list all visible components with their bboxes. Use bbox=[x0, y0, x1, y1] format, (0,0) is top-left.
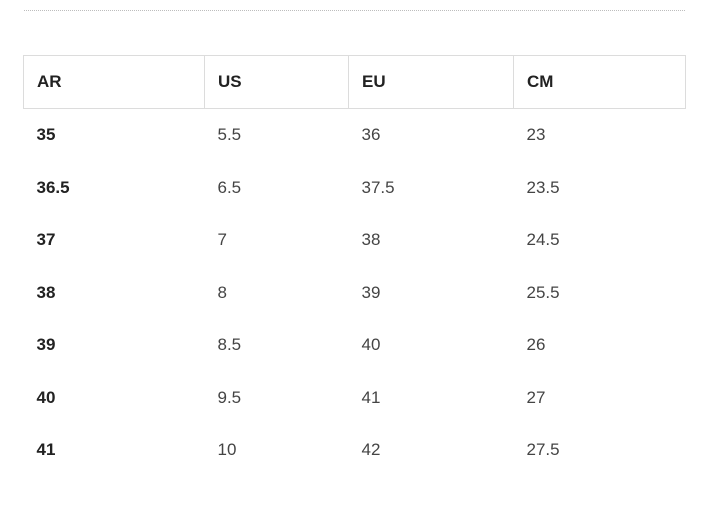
column-header-cm: CM bbox=[513, 55, 686, 109]
ar-size-cell: 35 bbox=[36, 125, 56, 145]
column-header-ar: AR bbox=[23, 55, 205, 109]
table-row: 35 5.5 36 23 bbox=[24, 109, 686, 162]
table-row: 40 9.5 41 27 bbox=[24, 372, 686, 425]
cm-size-cell: 27.5 bbox=[526, 440, 560, 460]
table-header-row: AR US EU CM bbox=[23, 55, 686, 109]
us-size-cell: 8 bbox=[217, 282, 227, 302]
eu-size-cell: 38 bbox=[361, 230, 381, 250]
eu-size-cell: 36 bbox=[361, 125, 381, 145]
cm-size-cell: 23.5 bbox=[526, 177, 560, 197]
us-size-cell: 5.5 bbox=[217, 125, 242, 145]
us-size-cell: 8.5 bbox=[217, 335, 242, 355]
eu-size-cell: 42 bbox=[361, 440, 381, 460]
ar-size-cell: 39 bbox=[36, 335, 56, 355]
table-row: 36.5 6.5 37.5 23.5 bbox=[24, 162, 686, 215]
eu-size-cell: 40 bbox=[361, 335, 381, 355]
size-chart-table: AR US EU CM 35 5.5 36 23 36.5 6.5 37.5 2… bbox=[23, 55, 686, 477]
cm-size-cell: 23 bbox=[526, 125, 546, 145]
us-size-cell: 9.5 bbox=[217, 387, 242, 407]
ar-size-cell: 36.5 bbox=[36, 177, 70, 197]
column-header-eu: EU bbox=[348, 55, 514, 109]
column-header-us: US bbox=[204, 55, 349, 109]
cm-size-cell: 27 bbox=[526, 387, 546, 407]
ar-size-cell: 37 bbox=[36, 230, 56, 250]
us-size-cell: 7 bbox=[217, 230, 227, 250]
table-row: 39 8.5 40 26 bbox=[24, 319, 686, 372]
ar-size-cell: 38 bbox=[36, 282, 56, 302]
table-row: 41 10 42 27.5 bbox=[24, 424, 686, 477]
top-divider bbox=[24, 10, 685, 11]
cm-size-cell: 25.5 bbox=[526, 282, 560, 302]
us-size-cell: 6.5 bbox=[217, 177, 242, 197]
eu-size-cell: 39 bbox=[361, 282, 381, 302]
table-row: 38 8 39 25.5 bbox=[24, 267, 686, 320]
us-size-cell: 10 bbox=[217, 440, 237, 460]
cm-size-cell: 24.5 bbox=[526, 230, 560, 250]
ar-size-cell: 41 bbox=[36, 440, 56, 460]
table-row: 37 7 38 24.5 bbox=[24, 214, 686, 267]
cm-size-cell: 26 bbox=[526, 335, 546, 355]
ar-size-cell: 40 bbox=[36, 387, 56, 407]
eu-size-cell: 37.5 bbox=[361, 177, 395, 197]
eu-size-cell: 41 bbox=[361, 387, 381, 407]
